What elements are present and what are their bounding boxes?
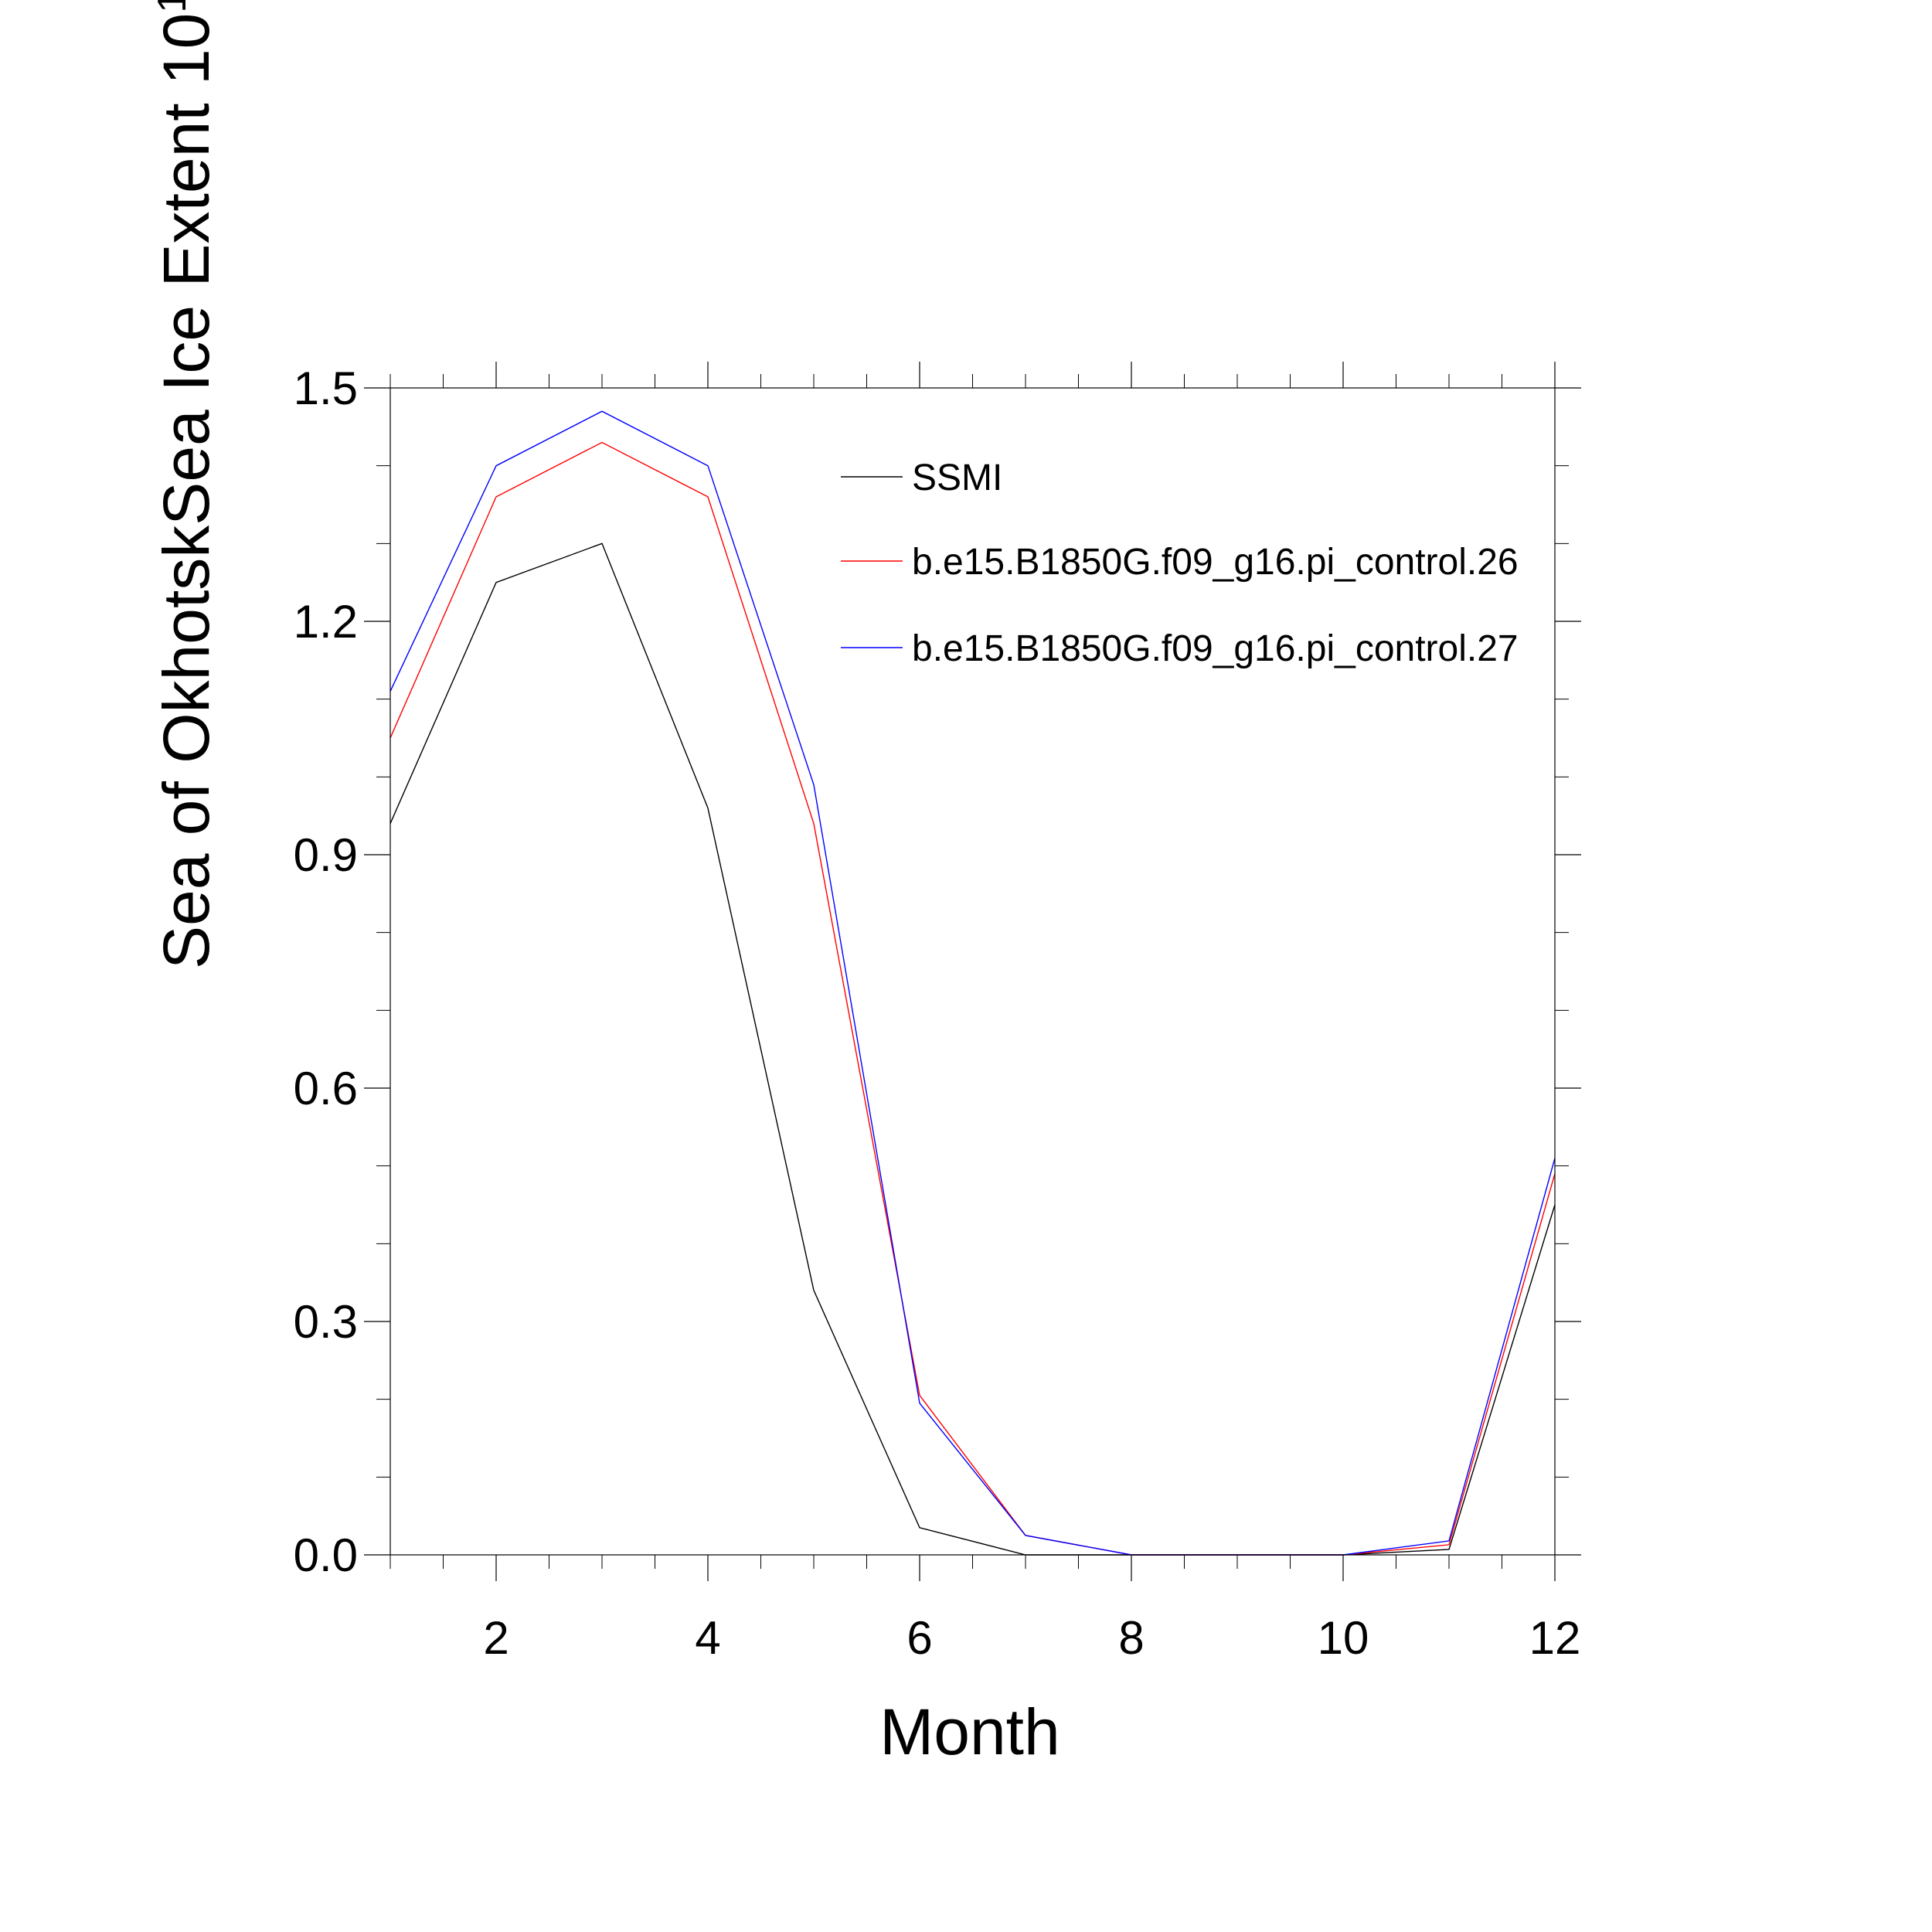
y-axis-title-main: Sea of OkhotskSea Ice Extent 10 (150, 13, 223, 969)
x-tick-label: 2 (483, 1612, 509, 1664)
x-tick-label: 10 (1318, 1612, 1369, 1664)
y-tick-label: 0.6 (294, 1063, 358, 1114)
y-tick-label: 0.3 (294, 1296, 358, 1348)
y-tick-label: 0.0 (294, 1529, 358, 1581)
y-tick-labels: 0.0 0.3 0.6 0.9 1.2 1.5 (294, 362, 358, 1581)
y-tick-label: 1.2 (294, 596, 358, 648)
x-tick-label: 12 (1529, 1612, 1581, 1664)
legend-label: SSMI (912, 457, 1002, 498)
x-tick-label: 6 (906, 1612, 932, 1664)
legend: SSMI b.e15.B1850G.f09_g16.pi_control.26 b.… (841, 457, 1519, 669)
major-ticks (364, 362, 1581, 1581)
x-tick-labels: 2 4 6 8 10 12 (483, 1612, 1580, 1664)
x-axis-title: Month (879, 1696, 1060, 1768)
x-tick-label: 8 (1118, 1612, 1144, 1664)
legend-label: b.e15.B1850G.f09_g16.pi_control.27 (912, 628, 1519, 669)
x-tick-label: 4 (695, 1612, 720, 1664)
series-lines (389, 410, 1556, 1556)
series-line-b-e15-b1850g-f09-g16-pi-control-26 (389, 441, 1556, 1556)
y-tick-label: 1.5 (294, 362, 358, 414)
series-line-b-e15-b1850g-f09-g16-pi-control-27 (389, 410, 1556, 1556)
plot-frame (389, 387, 1556, 1556)
y-axis-title-sup1: 12 (150, 0, 195, 13)
series-line-ssmi (389, 543, 1556, 1556)
legend-label: b.e15.B1850G.f09_g16.pi_control.26 (912, 542, 1519, 583)
y-tick-label: 0.9 (294, 829, 358, 881)
